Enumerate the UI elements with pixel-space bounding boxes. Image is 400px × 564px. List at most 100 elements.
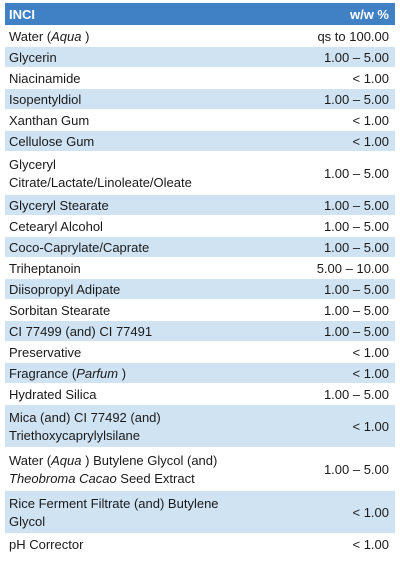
ingredient-name: pH Corrector xyxy=(5,533,301,555)
ingredient-name: Preservative xyxy=(5,341,301,363)
ingredient-name: CI 77499 (and) CI 77491 xyxy=(5,320,301,342)
table-row: Water (Aqua ) Butylene Glycol (and) Theob… xyxy=(5,447,395,491)
ingredient-name-part: Hydrated Silica xyxy=(9,387,97,402)
ingredient-percentage: qs to 100.00 xyxy=(301,25,395,47)
table-row: CI 77499 (and) CI 77491 1.00 – 5.00 xyxy=(5,320,395,342)
ingredient-name-part: Coco-Caprylate/Caprate xyxy=(9,240,150,255)
ingredient-name-part: Glyceryl xyxy=(9,157,56,172)
ww-percent-column-header: w/w % xyxy=(301,3,395,26)
ingredient-percentage: 1.00 – 5.00 xyxy=(301,88,395,110)
ingredient-name-part: Mica (and) CI 77492 (and) xyxy=(9,410,161,425)
ingredient-name: Glyceryl Citrate/Lactate/Linoleate/Oleate xyxy=(5,151,301,195)
ingredient-name: Coco-Caprylate/Caprate xyxy=(5,236,301,258)
ingredient-name-part: Sorbitan Stearate xyxy=(9,303,111,318)
ingredient-name-part: CI 77499 (and) CI 77491 xyxy=(9,324,153,339)
table-row: Preservative < 1.00 xyxy=(5,341,395,363)
ingredient-percentage: 1.00 – 5.00 xyxy=(301,299,395,321)
ingredient-percentage: 1.00 – 5.00 xyxy=(301,151,395,195)
ingredient-name: Isopentyldiol xyxy=(5,88,301,110)
ingredient-name-part: Xanthan Gum xyxy=(9,113,90,128)
inci-column-header: INCI xyxy=(5,3,301,26)
ingredient-name: Glyceryl Stearate xyxy=(5,194,301,216)
ingredients-table: INCI w/w % Water (Aqua ) qs to 100.00 Glyc… xyxy=(5,3,395,555)
ingredient-name: Mica (and) CI 77492 (and) Triethoxycapryl… xyxy=(5,404,301,448)
table-row: Isopentyldiol 1.00 – 5.00 xyxy=(5,88,395,110)
ingredient-percentage: < 1.00 xyxy=(301,341,395,363)
ingredient-name-part: Triheptanoin xyxy=(9,261,81,276)
ingredient-percentage: < 1.00 xyxy=(301,362,395,384)
ingredient-name-part: Triethoxycaprylylsilane xyxy=(9,428,141,443)
ingredient-name-part: ) xyxy=(81,29,90,44)
ingredient-percentage: 1.00 – 5.00 xyxy=(301,194,395,216)
ingredient-name-part: Water ( xyxy=(9,453,52,468)
ingredient-name-part: Glyceryl Stearate xyxy=(9,198,109,213)
table-row: Glyceryl Stearate 1.00 – 5.00 xyxy=(5,194,395,216)
ingredient-name-italic-part: Theobroma Cacao xyxy=(9,471,117,486)
ingredient-percentage: < 1.00 xyxy=(301,404,395,448)
ingredient-name: Triheptanoin xyxy=(5,257,301,279)
ingredient-percentage: 5.00 – 10.00 xyxy=(301,257,395,279)
ingredient-name: Hydrated Silica xyxy=(5,383,301,405)
table-row: Diisopropyl Adipate 1.00 – 5.00 xyxy=(5,278,395,300)
ingredient-percentage: 1.00 – 5.00 xyxy=(301,447,395,491)
ingredient-name-part: Water ( xyxy=(9,29,52,44)
ingredient-name-part: Cetearyl Alcohol xyxy=(9,219,103,234)
table-row: Triheptanoin 5.00 – 10.00 xyxy=(5,257,395,279)
ingredient-percentage: < 1.00 xyxy=(301,67,395,89)
table-row: Water (Aqua ) qs to 100.00 xyxy=(5,25,395,47)
table-row: pH Corrector < 1.00 xyxy=(5,533,395,555)
ingredient-percentage: 1.00 – 5.00 xyxy=(301,46,395,68)
ingredient-name-italic-part: Parfum xyxy=(76,366,119,381)
ingredient-name-part: Cellulose Gum xyxy=(9,134,95,149)
table-row: Mica (and) CI 77492 (and) Triethoxycapryl… xyxy=(5,404,395,448)
ingredient-name-part: Seed Extract xyxy=(116,471,195,486)
ingredient-name-italic-part: Aqua xyxy=(51,29,82,44)
ingredient-name: Rice Ferment Filtrate (and) Butylene Glyc… xyxy=(5,490,301,534)
ingredient-name-part: Glycol xyxy=(9,514,46,529)
ingredient-name-part: Preservative xyxy=(9,345,82,360)
table-row: Glycerin 1.00 – 5.00 xyxy=(5,46,395,68)
ingredient-name-part: Isopentyldiol xyxy=(9,92,82,107)
table-row: Sorbitan Stearate 1.00 – 5.00 xyxy=(5,299,395,321)
ingredient-percentage: < 1.00 xyxy=(301,109,395,131)
ingredient-name-part: ) xyxy=(118,366,127,381)
ingredient-percentage: 1.00 – 5.00 xyxy=(301,383,395,405)
ingredient-percentage: < 1.00 xyxy=(301,130,395,152)
ingredient-name: Cetearyl Alcohol xyxy=(5,215,301,237)
table-row: Niacinamide < 1.00 xyxy=(5,67,395,89)
ingredient-percentage: < 1.00 xyxy=(301,490,395,534)
ingredient-percentage: 1.00 – 5.00 xyxy=(301,320,395,342)
ingredient-name-part: Citrate/Lactate/Linoleate/Oleate xyxy=(9,175,192,190)
ingredient-name: Fragrance (Parfum ) xyxy=(5,362,301,384)
table-header: INCI w/w % xyxy=(5,3,395,26)
table-row: Glyceryl Citrate/Lactate/Linoleate/Oleate… xyxy=(5,151,395,195)
ingredient-name-part: ) Butylene Glycol (and) xyxy=(81,453,218,468)
table-body: Water (Aqua ) qs to 100.00 Glycerin 1.00 – … xyxy=(5,25,395,555)
ingredient-name-part: Niacinamide xyxy=(9,71,81,86)
ingredient-percentage: < 1.00 xyxy=(301,533,395,555)
table-row: Rice Ferment Filtrate (and) Butylene Glyc… xyxy=(5,490,395,534)
ingredient-name: Cellulose Gum xyxy=(5,130,301,152)
ingredient-name: Water (Aqua ) xyxy=(5,25,301,47)
ingredient-percentage: 1.00 – 5.00 xyxy=(301,236,395,258)
ingredient-name: Glycerin xyxy=(5,46,301,68)
ingredient-name-part: Rice Ferment Filtrate (and) Butylene xyxy=(9,496,219,511)
ingredient-name-part: Glycerin xyxy=(9,50,57,65)
ingredient-name: Sorbitan Stearate xyxy=(5,299,301,321)
ingredient-percentage: 1.00 – 5.00 xyxy=(301,278,395,300)
table-row: Fragrance (Parfum ) < 1.00 xyxy=(5,362,395,384)
header-row: INCI w/w % xyxy=(5,3,395,26)
table-row: Xanthan Gum < 1.00 xyxy=(5,109,395,131)
ingredient-name-part: pH Corrector xyxy=(9,537,84,552)
ingredient-name: Niacinamide xyxy=(5,67,301,89)
table-row: Cellulose Gum < 1.00 xyxy=(5,130,395,152)
ingredient-name-part: Diisopropyl Adipate xyxy=(9,282,121,297)
table-row: Cetearyl Alcohol 1.00 – 5.00 xyxy=(5,215,395,237)
table-row: Coco-Caprylate/Caprate 1.00 – 5.00 xyxy=(5,236,395,258)
ingredient-name-italic-part: Aqua xyxy=(51,453,82,468)
ingredient-percentage: 1.00 – 5.00 xyxy=(301,215,395,237)
ingredient-name: Diisopropyl Adipate xyxy=(5,278,301,300)
ingredient-name-part: Fragrance ( xyxy=(9,366,77,381)
table-row: Hydrated Silica 1.00 – 5.00 xyxy=(5,383,395,405)
